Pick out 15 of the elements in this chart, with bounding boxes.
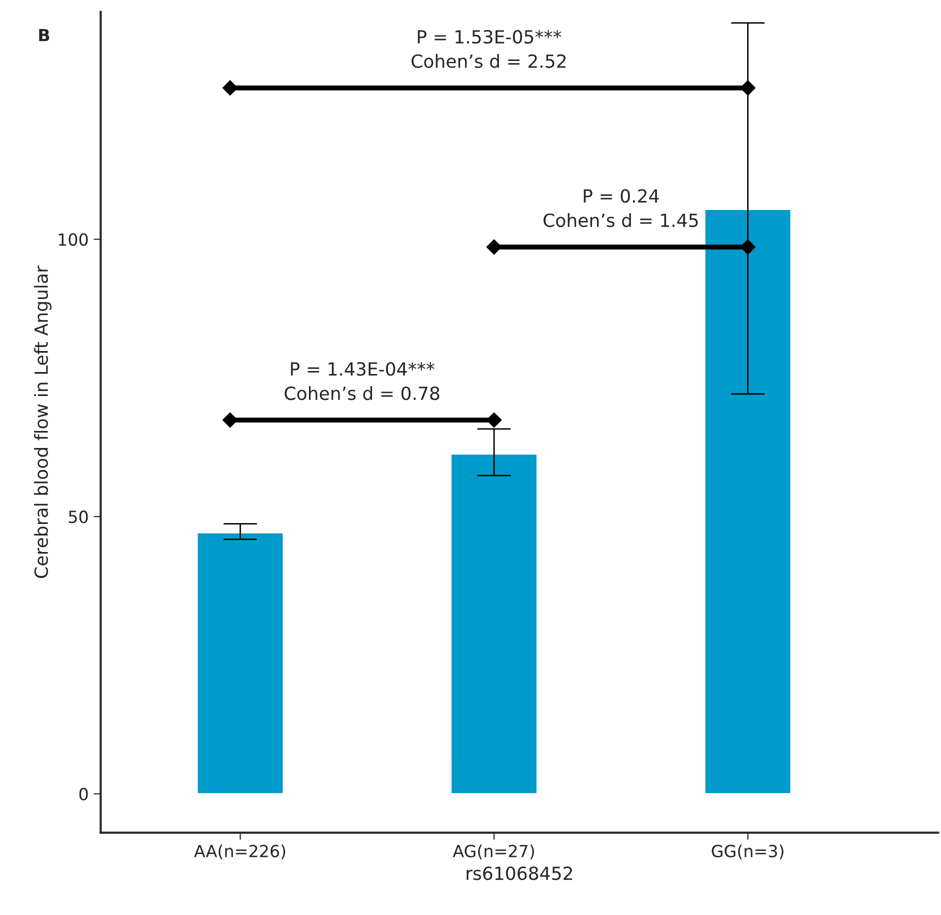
annotation: P = 1.53E-05*** Cohen’s d = 2.52 <box>412 30 566 68</box>
y-tick-label: 50 <box>68 510 88 524</box>
x-tick-label: AG(n=27) <box>452 844 534 860</box>
bar <box>450 453 538 795</box>
y-axis-title: Cerebral blood flow in Left Angular <box>34 266 52 578</box>
y-tick-label: 100 <box>58 233 88 246</box>
bar <box>196 532 284 795</box>
x-tick-label: AA(n=226) <box>194 844 286 860</box>
annotation: P = 0.24 Cohen’s d = 1.45 <box>544 189 698 228</box>
x-axis-title: rs61068452 <box>466 866 572 880</box>
text: B <box>39 29 50 42</box>
annotation: P = 1.43E-04*** Cohen’s d = 0.78 <box>284 362 440 400</box>
bar <box>704 208 792 795</box>
y-tick-label: 0 <box>79 788 88 800</box>
x-tick-label: GG(n=3) <box>712 844 784 860</box>
